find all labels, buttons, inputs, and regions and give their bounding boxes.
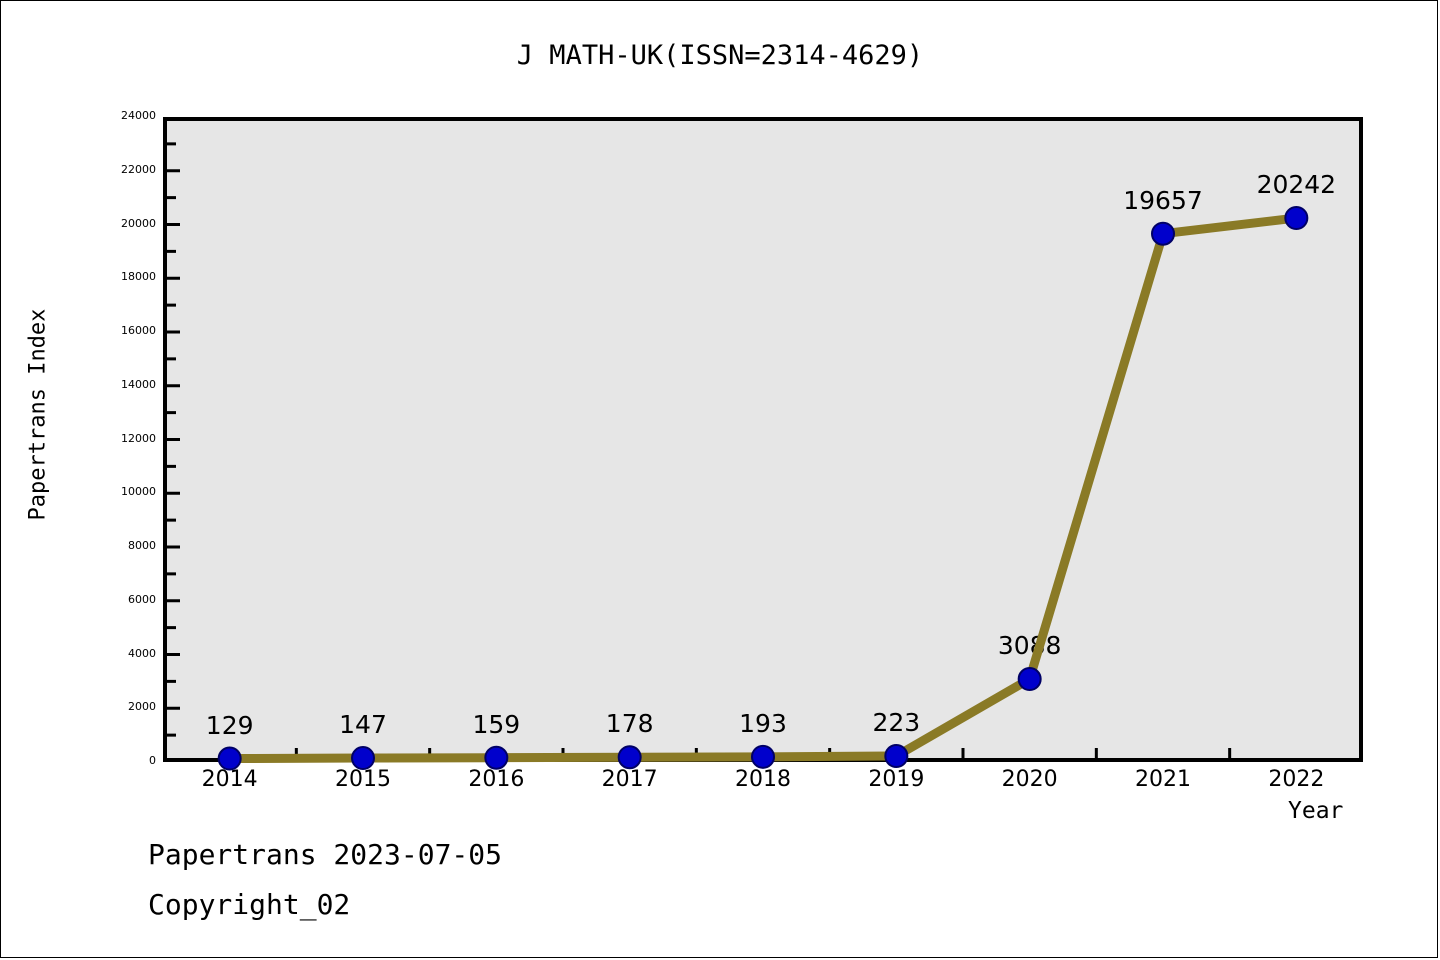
y-axis-tick-label: 12000	[121, 431, 156, 445]
x-axis-tick-label: 2016	[468, 767, 525, 792]
data-point-value-label: 223	[872, 708, 921, 737]
x-axis-tick-label: 2019	[868, 767, 925, 792]
data-point-value-label: 20242	[1256, 169, 1337, 199]
x-axis-title: Year	[1288, 798, 1344, 824]
y-axis-tick-label: 18000	[121, 270, 156, 284]
footer-date: Papertrans 2023-07-05	[148, 838, 503, 871]
y-axis-tick-label: 20000	[121, 216, 156, 230]
x-axis-tick-label: 2020	[1001, 767, 1058, 792]
y-axis-tick-label: 4000	[128, 646, 156, 660]
data-point-value-label: 3088	[997, 631, 1062, 660]
footer-copyright: Copyright_02	[148, 888, 351, 921]
data-point-value-label: 19657	[1123, 185, 1203, 215]
x-axis-tick-label: 2021	[1135, 767, 1191, 792]
x-axis-tick-label: 2014	[201, 767, 258, 792]
y-axis-tick-label: 0	[149, 754, 156, 767]
y-axis-tick-label: 24000	[121, 109, 156, 122]
y-axis-tick-label: 14000	[121, 377, 156, 391]
y-axis-tick-label: 6000	[128, 592, 156, 606]
x-axis-tick-label: 2015	[335, 767, 391, 792]
y-axis-tick-label: 8000	[128, 539, 156, 552]
y-axis-tick-label: 10000	[121, 485, 156, 499]
x-axis-tick-label: 2017	[601, 767, 658, 792]
chart-title: J MATH-UK(ISSN=2314-4629)	[516, 40, 924, 71]
y-axis-tick-label: 16000	[121, 324, 156, 337]
y-axis-tick-label: 22000	[121, 162, 156, 176]
x-axis-tick-label: 2018	[735, 767, 791, 792]
y-axis-tick-label: 2000	[128, 700, 156, 714]
x-axis-tick-label: 2022	[1268, 767, 1325, 792]
y-axis-title: Papertrans Index	[25, 308, 51, 521]
